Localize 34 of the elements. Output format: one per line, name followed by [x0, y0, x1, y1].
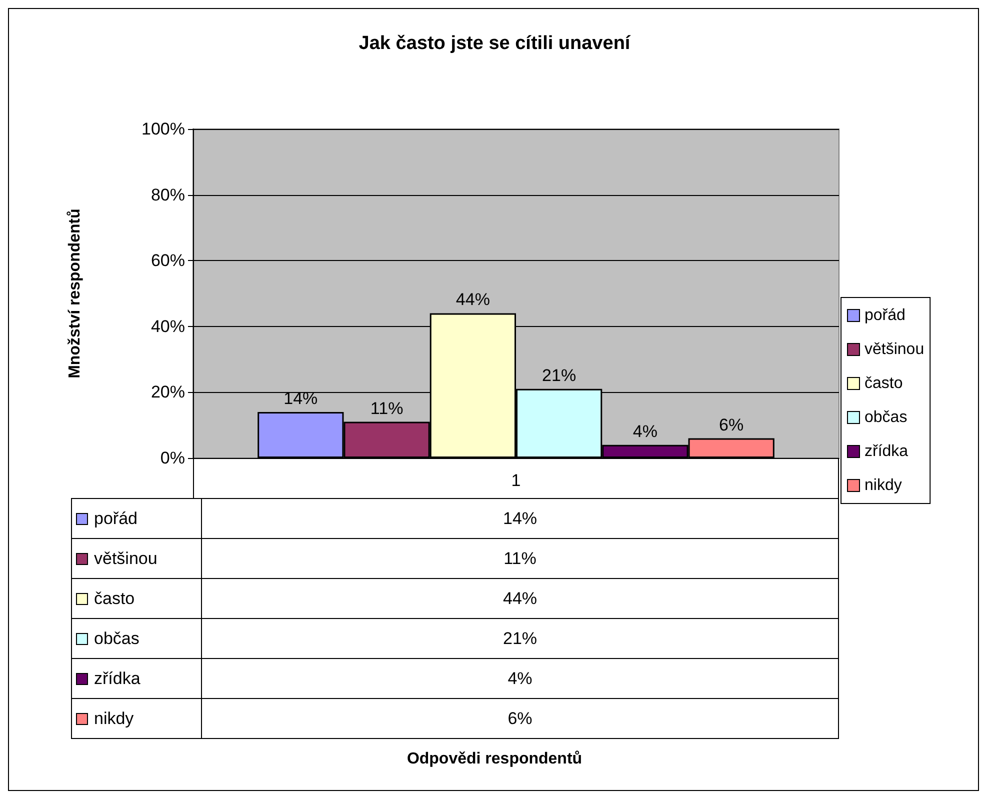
text: Odpovědi respondentů [406, 750, 582, 768]
data-label: 6% [719, 415, 744, 434]
text: 4% [508, 668, 532, 688]
y-axis-title: Množství respondentů [66, 208, 84, 378]
chart-title: Jak často jste se cítili unavení [358, 33, 631, 54]
x-tick-label: 1 [511, 471, 521, 490]
data-label: 14% [284, 388, 318, 408]
text: většinou [864, 341, 924, 358]
y-tick-label: 100% [142, 120, 185, 138]
text: pořád [864, 307, 906, 324]
y-tick-label: 80% [150, 185, 185, 204]
text: často [864, 375, 903, 392]
y-tick-label: 60% [150, 251, 185, 270]
text: 44% [502, 588, 538, 608]
legend-label: občas [864, 409, 908, 426]
text: 6% [508, 708, 532, 728]
legend-label: často [94, 588, 135, 608]
text: 21% [502, 628, 538, 648]
text: zřídka [94, 668, 140, 688]
data-label: 44% [456, 290, 490, 310]
text: nikdy [94, 708, 134, 728]
data-label: 11% [370, 398, 404, 418]
y-tick-label: 40% [150, 316, 185, 336]
legend-label: většinou [94, 548, 158, 568]
legend-label: zřídka [864, 443, 908, 460]
text: 11% [504, 548, 536, 568]
y-tick-label: 0% [160, 448, 185, 468]
data-label: 4% [632, 422, 658, 441]
y-tick-label: 20% [150, 382, 185, 402]
text: občas [94, 628, 140, 648]
legend-label: pořád [94, 508, 138, 528]
text: 14% [502, 508, 538, 528]
data-label: 21% [542, 366, 576, 385]
legend-label: nikdy [864, 477, 902, 494]
